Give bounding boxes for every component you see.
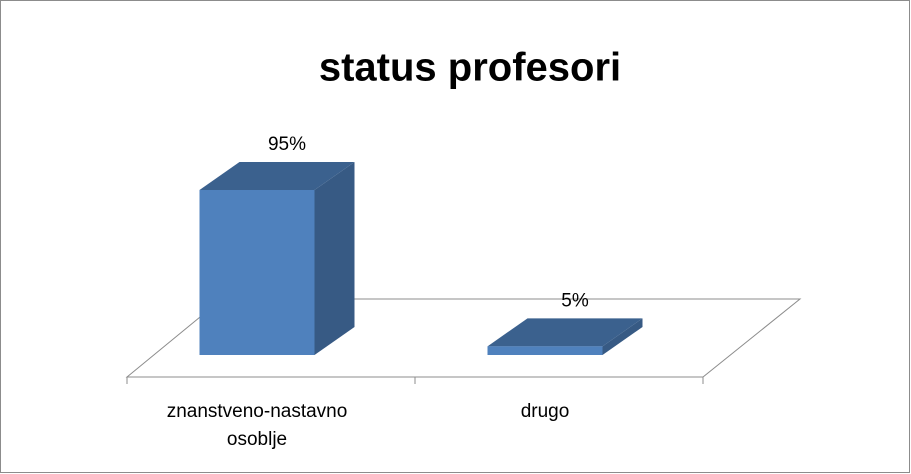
x-tick-label: znanstveno-nastavno osoblje — [166, 401, 348, 450]
chart-title: status profesori — [319, 46, 621, 90]
bar — [487, 346, 603, 355]
floor — [125, 298, 802, 378]
bar-side — [314, 162, 355, 355]
bar-top — [199, 162, 355, 190]
data-label: 5% — [561, 290, 589, 311]
bar-side — [602, 318, 643, 355]
x-tick-label: drugo — [520, 401, 570, 422]
bar-top — [487, 318, 643, 347]
data-label: 95% — [268, 134, 306, 155]
bar — [199, 190, 315, 355]
